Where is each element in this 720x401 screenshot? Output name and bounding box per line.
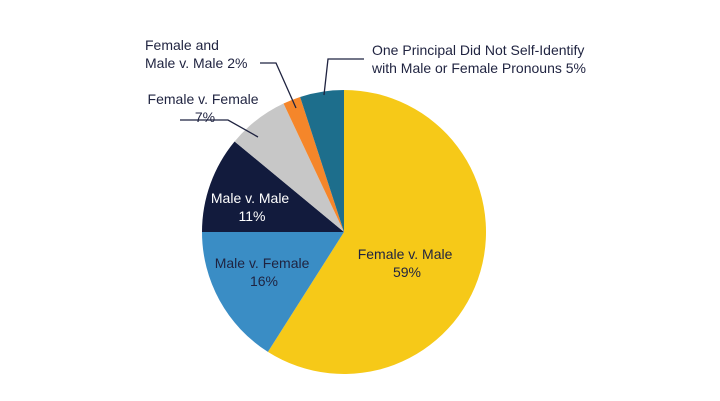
slice-label-undisclosed: One Principal Did Not Self-Identify with… xyxy=(371,42,588,76)
pie-slice-1 xyxy=(267,90,487,375)
leader-line-undisclosed xyxy=(323,58,364,96)
pie-slice-3 xyxy=(202,141,344,232)
pie-slice-4 xyxy=(234,103,344,232)
pie-slice-2 xyxy=(202,232,344,352)
slice-label-female-and-male: Female and Male v. Male 2% xyxy=(145,37,247,71)
pie-slice-6 xyxy=(300,90,344,232)
slice-label-female-female: Female v. Female 7% xyxy=(148,91,263,125)
pie-slice-5 xyxy=(283,96,344,232)
slice-label-female-male: Female v. Male 59% xyxy=(358,246,457,280)
slice-label-male-male: Male v. Male 11% xyxy=(211,190,293,224)
slice-label-male-female: Male v. Female 16% xyxy=(215,255,314,289)
pie-slices xyxy=(202,90,487,375)
leader-line-female-female xyxy=(180,119,259,138)
leader-line-female-and-male xyxy=(260,62,297,109)
